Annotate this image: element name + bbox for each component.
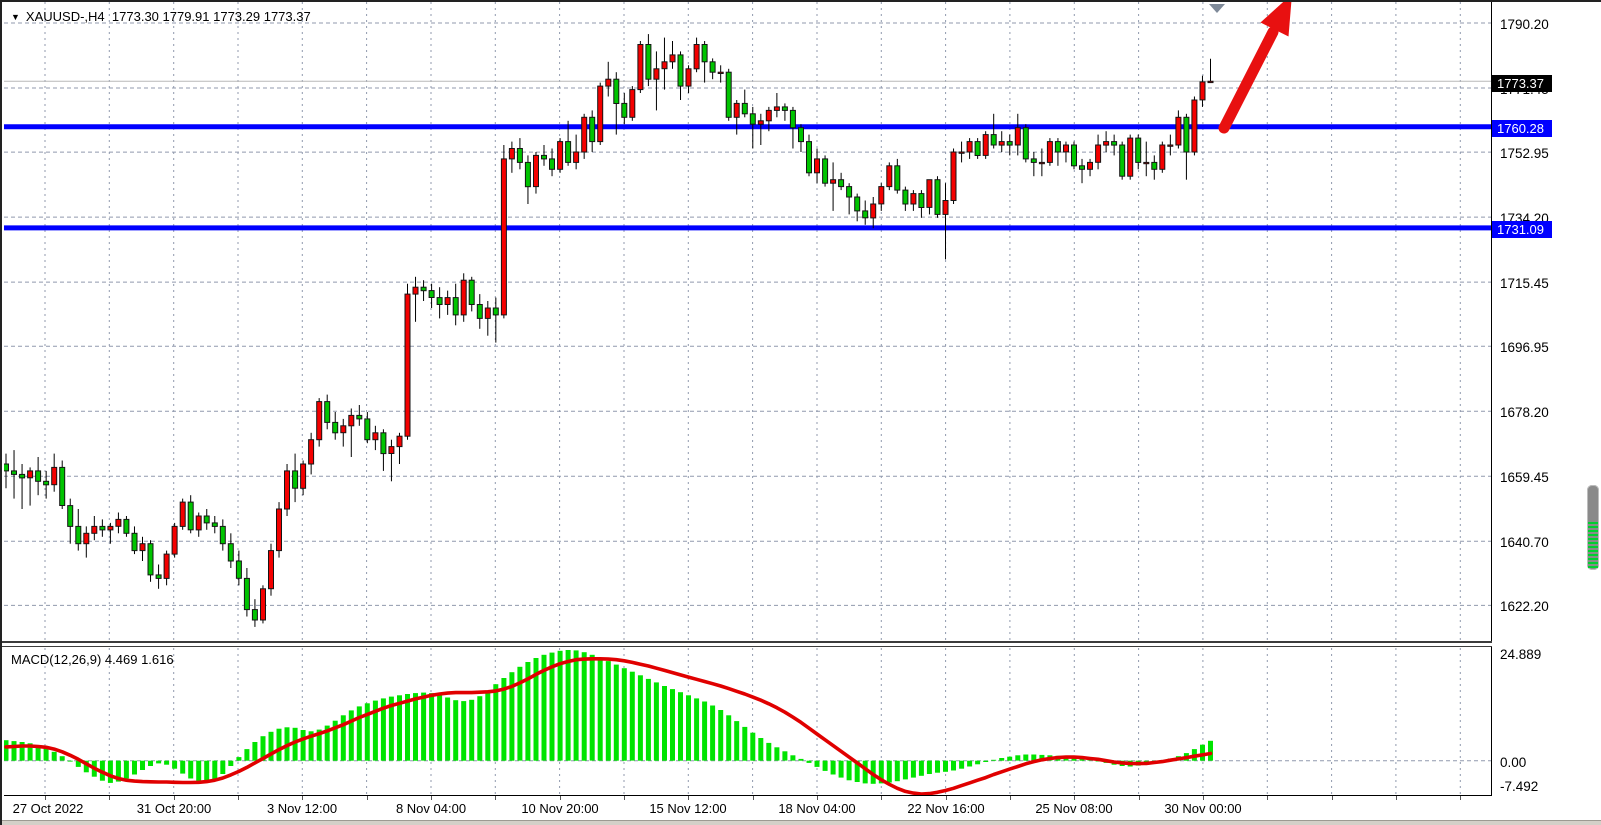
macd-axis-label: 0.00 <box>1500 755 1527 770</box>
ohlc-readout: 1773.30 1779.91 1773.29 1773.37 <box>111 9 311 24</box>
time-axis-tick <box>688 796 689 800</box>
time-axis-tick <box>174 796 175 800</box>
time-axis-label: 3 Nov 12:00 <box>266 801 338 816</box>
symbol-timeframe-label: XAUUSD-,H4 <box>25 9 105 24</box>
time-axis[interactable]: 27 Oct 2022 31 Oct 20:00 3 Nov 12:00 8 Nov … <box>2 796 1601 820</box>
candles <box>4 34 1214 627</box>
time-axis-tick <box>495 796 496 800</box>
time-axis-tick <box>1460 796 1461 800</box>
chevron-down-icon[interactable]: ▼ <box>11 12 20 22</box>
time-axis-tick <box>1396 796 1397 800</box>
price-axis-label: 1715.45 <box>1500 276 1549 291</box>
time-axis-label: 22 Nov 16:00 <box>907 801 985 816</box>
time-axis-label: 18 Nov 04:00 <box>778 801 856 816</box>
time-axis-tick <box>1074 796 1075 800</box>
price-axis-label: 1640.70 <box>1500 535 1549 550</box>
time-axis-label: 10 Nov 20:00 <box>521 801 599 816</box>
trend-arrow[interactable] <box>1218 2 1292 134</box>
sr-price-tag: 1731.09 <box>1492 221 1552 238</box>
price-axis-label: 1622.20 <box>1500 599 1549 614</box>
time-axis-label: 8 Nov 04:00 <box>395 801 467 816</box>
time-axis-tick <box>624 796 625 800</box>
macd-signal-line <box>4 656 1213 795</box>
time-axis-tick <box>946 796 947 800</box>
time-axis-label: 27 Oct 2022 <box>12 801 84 816</box>
time-axis-label: 30 Nov 00:00 <box>1164 801 1242 816</box>
price-axis-label: 1696.95 <box>1500 340 1549 355</box>
time-axis-label: 31 Oct 20:00 <box>136 801 212 816</box>
time-axis-tick <box>1267 796 1268 800</box>
window-bottom-edge <box>2 820 1601 825</box>
macd-axis-label: 24.889 <box>1500 647 1542 662</box>
vertical-gridlines <box>44 2 1461 641</box>
time-axis-tick <box>1203 796 1204 800</box>
current-price-tag: 1773.37 <box>1492 75 1552 92</box>
time-axis-tick <box>302 796 303 800</box>
time-axis-tick <box>560 796 561 800</box>
price-axis-label: 1752.95 <box>1500 146 1549 161</box>
time-axis-tick <box>881 796 882 800</box>
time-axis-tick <box>367 796 368 800</box>
price-axis-label: 1790.20 <box>1500 17 1549 32</box>
horizontal-gridlines <box>4 22 1491 606</box>
macd-vertical-gridlines <box>44 648 1461 795</box>
pane-separator[interactable] <box>2 641 1492 647</box>
time-axis-tick <box>753 796 754 800</box>
macd-histogram <box>4 650 1213 784</box>
time-axis-tick <box>1010 796 1011 800</box>
macd-axis-label: -7.492 <box>1500 779 1539 794</box>
scrollbar-stripes <box>1588 522 1598 568</box>
time-axis-tick <box>45 796 46 800</box>
time-axis-tick <box>1332 796 1333 800</box>
macd-indicator-label: MACD(12,26,9) 4.469 1.616 <box>11 652 174 667</box>
sr-price-tag: 1760.28 <box>1492 120 1552 137</box>
chart-title: ▼ XAUUSD-,H4 1773.30 1779.91 1773.29 1773… <box>11 9 311 24</box>
price-axis[interactable]: 1790.201771.451752.951734.201715.451696.… <box>1492 2 1601 796</box>
price-pane[interactable] <box>4 2 1492 641</box>
time-axis-tick <box>817 796 818 800</box>
time-axis-label: 25 Nov 08:00 <box>1035 801 1113 816</box>
scrollbar-thumb[interactable] <box>1587 485 1599 570</box>
time-axis-tick <box>431 796 432 800</box>
time-axis-label: 15 Nov 12:00 <box>649 801 727 816</box>
time-axis-tick <box>238 796 239 800</box>
time-axis-tick <box>109 796 110 800</box>
price-axis-label: 1659.45 <box>1500 470 1549 485</box>
chart-shift-marker-icon[interactable] <box>1209 4 1225 13</box>
macd-pane[interactable] <box>4 647 1492 796</box>
time-axis-tick <box>1139 796 1140 800</box>
price-axis-label: 1678.20 <box>1500 405 1549 420</box>
